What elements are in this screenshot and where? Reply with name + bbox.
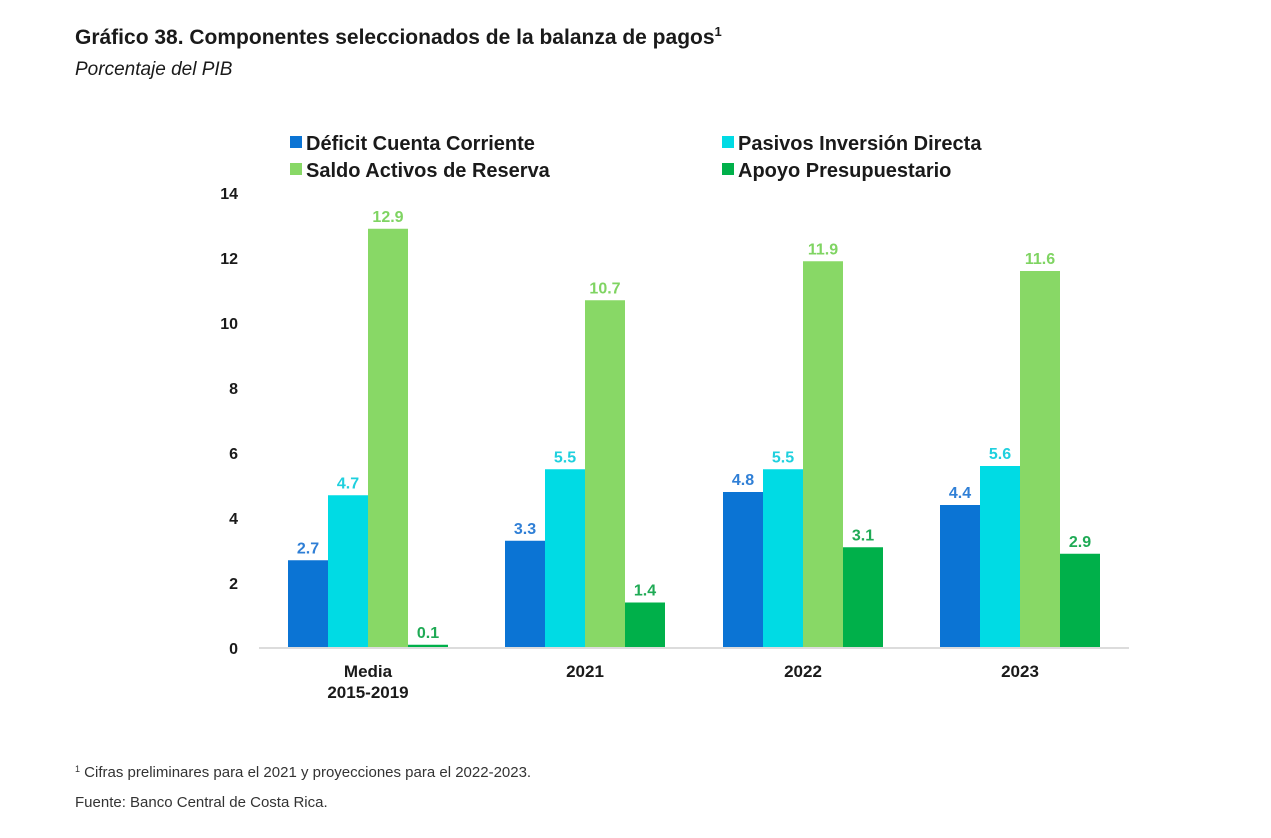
bar (545, 469, 585, 648)
y-tick-label: 6 (229, 446, 238, 463)
legend-item: Saldo Activos de Reserva (290, 160, 551, 182)
bar (723, 492, 763, 648)
data-label: 0.1 (417, 625, 439, 642)
legend-item: Apoyo Presupuestario (722, 160, 951, 182)
chart-title: Gráfico 38. Componentes seleccionados de… (75, 24, 722, 50)
data-label: 4.8 (732, 472, 754, 489)
legend-item: Déficit Cuenta Corriente (290, 133, 535, 155)
x-tick-label: 2023 (1001, 662, 1039, 681)
bar (763, 469, 803, 648)
footnote-text: Cifras preliminares para el 2021 y proye… (80, 764, 532, 781)
data-label: 11.6 (1025, 251, 1055, 268)
y-tick-label: 10 (220, 316, 238, 333)
data-label: 1.4 (634, 583, 656, 600)
bar (1020, 271, 1060, 648)
data-label: 2.7 (297, 540, 319, 557)
legend-swatch (290, 163, 302, 175)
y-tick-label: 2 (229, 576, 238, 593)
bar (1060, 553, 1100, 648)
bar (328, 495, 368, 648)
data-label: 2.9 (1069, 534, 1091, 551)
source-note: Fuente: Banco Central de Costa Rica. (75, 794, 328, 811)
legend-swatch (290, 136, 302, 148)
y-tick-label: 14 (220, 186, 238, 203)
bar (288, 560, 328, 648)
data-label: 5.5 (554, 449, 576, 466)
data-label: 11.9 (808, 241, 838, 258)
legend-swatch (722, 136, 734, 148)
data-label: 10.7 (589, 280, 620, 297)
y-tick-label: 12 (220, 251, 238, 268)
y-axis: 0 2 4 6 8 10 12 14 (220, 186, 238, 658)
legend-label: Pasivos Inversión Directa (738, 133, 982, 155)
bar (505, 540, 545, 648)
legend: Déficit Cuenta Corriente Pasivos Inversió… (290, 133, 982, 182)
bar (408, 644, 448, 648)
legend-item: Pasivos Inversión Directa (722, 133, 982, 155)
y-tick-label: 8 (229, 381, 238, 398)
data-label: 5.6 (989, 446, 1011, 463)
legend-swatch (722, 163, 734, 175)
bar (585, 300, 625, 648)
chart-title-text: Gráfico 38. Componentes seleccionados de… (75, 26, 715, 49)
data-label: 5.5 (772, 449, 794, 466)
footnote: 1 Cifras preliminares para el 2021 y pro… (75, 764, 531, 781)
x-tick-label: 2015-2019 (327, 683, 408, 702)
bar (625, 602, 665, 648)
bar (980, 466, 1020, 648)
x-tick-label: 2022 (784, 662, 822, 681)
data-label: 4.4 (949, 485, 971, 502)
legend-label: Saldo Activos de Reserva (306, 160, 551, 182)
data-label: 4.7 (337, 475, 359, 492)
data-label: 3.3 (514, 521, 536, 538)
x-tick-label: 2021 (566, 662, 604, 681)
y-tick-label: 4 (229, 511, 238, 528)
legend-label: Apoyo Presupuestario (738, 160, 951, 182)
bar (843, 547, 883, 648)
y-tick-label: 0 (229, 641, 238, 658)
legend-label: Déficit Cuenta Corriente (306, 133, 535, 155)
x-tick-label: Media (344, 662, 393, 681)
data-label: 12.9 (372, 209, 403, 226)
footnote-marker: 1 (75, 764, 81, 774)
chart-subtitle: Porcentaje del PIB (75, 59, 233, 80)
bar (803, 261, 843, 648)
bars (288, 228, 1100, 648)
bar (368, 228, 408, 648)
x-axis: Media 2015-2019 2021 2022 2023 (327, 662, 1039, 702)
data-labels: 2.7 4.7 12.9 0.1 3.3 5.5 10.7 1.4 4.8 5.5 11.9 3.1 4… (297, 209, 1091, 642)
data-label: 3.1 (852, 527, 874, 544)
bar (940, 505, 980, 648)
title-superscript: 1 (714, 24, 722, 39)
